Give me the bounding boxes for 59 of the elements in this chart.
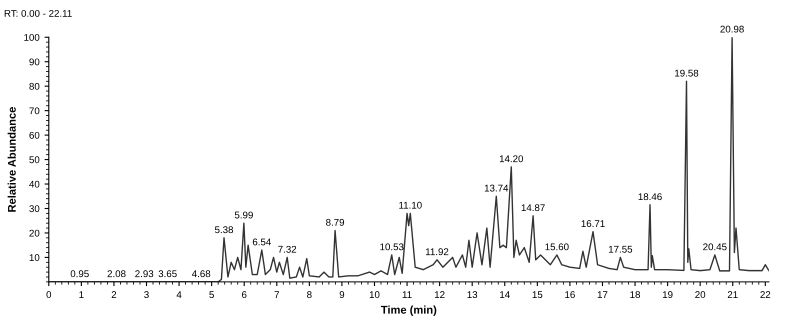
x-tick-label: 20: [695, 291, 706, 298]
x-tick-label: 15: [532, 291, 542, 298]
annotation: 14.20: [500, 155, 524, 162]
annotation: 2.08: [108, 270, 126, 278]
x-axis-title: Time (min): [380, 306, 436, 316]
annotation: 5.99: [234, 212, 253, 218]
y-tick-label: 20: [29, 230, 40, 237]
annotation: 2.93: [135, 270, 154, 278]
annotation: 20.45: [703, 243, 727, 250]
annotation: 16.71: [582, 220, 605, 228]
x-tick-label: 13: [468, 291, 478, 298]
x-tick-label: 17: [598, 291, 608, 298]
annotation: 11.10: [399, 202, 422, 209]
annotation: 17.55: [608, 246, 632, 253]
x-tick-label: 2: [112, 291, 116, 298]
annotation: 5.38: [214, 226, 234, 234]
annotation: 3.65: [158, 270, 177, 278]
annotation: 19.58: [675, 70, 698, 77]
y-tick-label: 100: [24, 34, 40, 41]
x-tick-label: 5: [209, 291, 214, 298]
x-tick-label: 0: [46, 291, 52, 298]
y-tick-label: 30: [29, 205, 40, 212]
x-tick-label: 16: [565, 291, 575, 298]
x-tick-label: 10: [370, 291, 380, 298]
x-tick-label: 12: [434, 291, 445, 298]
chart-title: RT: 0.00 - 22.11: [4, 10, 72, 17]
annotation: 13.74: [484, 184, 508, 192]
annotation: 14.87: [522, 204, 545, 212]
annotation: 4.68: [192, 270, 210, 278]
x-tick-label: 6: [242, 291, 246, 298]
annotation: 20.98: [720, 26, 744, 33]
x-tick-label: 1: [79, 291, 84, 298]
x-tick-label: 3: [144, 291, 149, 298]
y-tick-label: 90: [29, 58, 40, 66]
y-tick-label: 10: [30, 254, 40, 262]
x-tick-label: 4: [176, 291, 182, 298]
y-tick-label: 70: [29, 107, 40, 114]
y-axis-title: Relative Abundance: [8, 107, 16, 212]
x-tick-label: 9: [340, 291, 344, 298]
x-tick-label: 8: [307, 291, 312, 298]
annotation: 18.46: [638, 193, 662, 200]
annotation: 7.32: [278, 246, 296, 253]
x-tick-label: 7: [274, 291, 279, 298]
y-tick-label: 80: [29, 82, 40, 90]
y-tick-label: 60: [29, 132, 40, 139]
annotation: 0.95: [70, 270, 89, 278]
annotation: 15.60: [545, 243, 569, 250]
annotation: 8.79: [326, 218, 344, 226]
x-tick-label: 11: [402, 291, 412, 298]
x-tick-label: 18: [630, 291, 640, 298]
x-tick-label: 22: [760, 291, 770, 298]
annotation: 11.92: [426, 248, 448, 256]
x-tick-label: 14: [500, 291, 510, 298]
y-tick-label: 40: [29, 180, 40, 188]
annotation: 6.54: [252, 238, 271, 246]
x-tick-label: 21: [728, 291, 738, 298]
y-tick-label: 50: [29, 156, 40, 164]
x-tick-label: 19: [662, 291, 673, 298]
annotation: 10.53: [380, 243, 404, 250]
